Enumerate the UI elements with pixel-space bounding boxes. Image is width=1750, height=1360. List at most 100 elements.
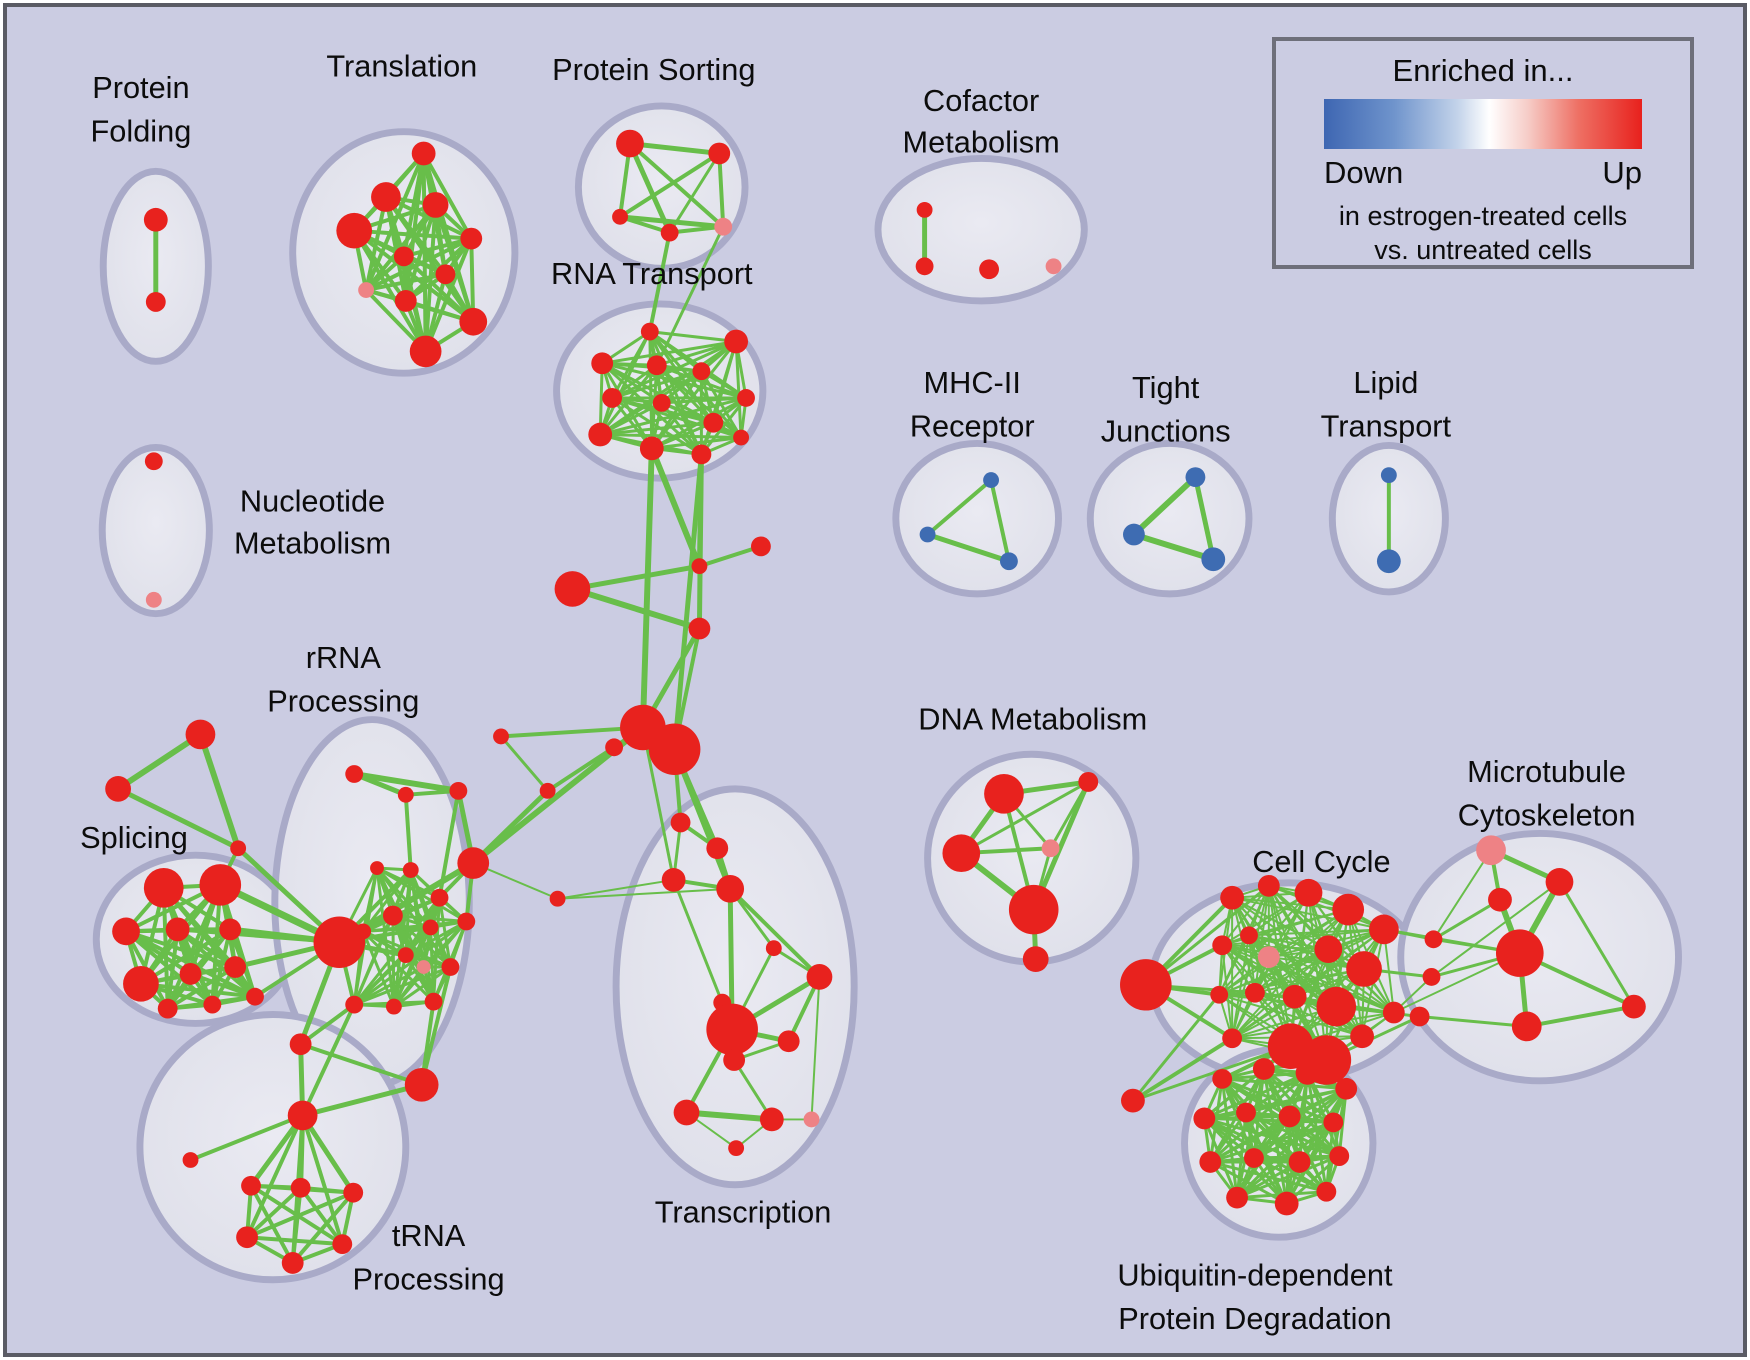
gene-set-node-red (281, 1252, 304, 1274)
gene-set-node-red (123, 966, 159, 1002)
cluster-label-transcription: Transcription (655, 1194, 832, 1229)
gene-set-node-red (1193, 1107, 1216, 1130)
gene-set-node-red (915, 257, 934, 276)
gene-set-node-red (1409, 1006, 1430, 1027)
gene-set-node-red (1488, 887, 1512, 912)
network-edge (668, 151, 721, 235)
gene-set-node-red (751, 536, 771, 557)
gene-set-node-red (1422, 968, 1441, 986)
gene-set-node-red (230, 840, 247, 857)
network-edge (401, 254, 476, 324)
network-edge (1208, 1114, 1292, 1164)
gene-set-node-red (441, 958, 460, 976)
network-edge (667, 224, 726, 235)
gene-set-node-red (336, 212, 373, 249)
gene-set-node-red (343, 1182, 364, 1203)
network-edge (1418, 1015, 1529, 1028)
gene-set-node-pink (358, 282, 375, 298)
legend-down-label: Down (1324, 155, 1404, 190)
gene-set-node-red (1236, 1102, 1256, 1123)
gene-set-node-red (723, 1049, 746, 1071)
cluster-label-rna-transport: RNA Transport (551, 256, 753, 291)
network-edge (617, 214, 726, 230)
gene-set-node-red (1621, 994, 1646, 1019)
gene-set-node-red (1244, 1148, 1264, 1168)
network-edge (352, 953, 408, 1007)
network-edge (697, 544, 763, 569)
gene-set-node-red (404, 1067, 439, 1102)
cluster-label-protein-folding: Protein (92, 70, 189, 105)
network-edge (419, 965, 453, 1087)
gene-set-node-red (1212, 1068, 1233, 1089)
gene-set-node-blue (1380, 467, 1397, 484)
gene-set-node-red (185, 719, 216, 750)
gene-set-node-red (460, 227, 483, 250)
gene-set-node-red (422, 919, 439, 936)
gene-set-node-red (660, 223, 679, 242)
gene-set-node-pink (1257, 946, 1280, 969)
network-edge (300, 1002, 357, 1118)
network-edge (300, 1113, 345, 1247)
network-edge (1524, 1004, 1636, 1029)
network-edge (556, 878, 675, 900)
network-edge (1221, 944, 1330, 951)
gene-set-node-red (1511, 1011, 1542, 1042)
network-edge (290, 1185, 303, 1265)
gene-set-node-red (733, 429, 750, 446)
figure-frame: Protein Folding Translation Protein Sorting… (3, 3, 1747, 1357)
network-edge (1130, 474, 1199, 538)
gene-set-node-red (397, 947, 414, 964)
cluster-label-microtubule-cytoskeleton: Microtubule (1467, 754, 1626, 789)
gene-set-node-red (648, 723, 701, 776)
network-edge (245, 1113, 305, 1240)
cluster-ellipse-trna-processing (136, 1011, 410, 1284)
network-edge (699, 396, 748, 456)
network-edge (1267, 884, 1385, 931)
network-edge (364, 272, 448, 293)
cluster-label-nucleotide-metabolism: Metabolism (234, 525, 391, 560)
legend-caption-line1: in estrogen-treated cells (1338, 201, 1628, 231)
gene-set-node-red (616, 129, 644, 158)
network-edge (392, 965, 452, 1009)
gene-set-node-red (203, 995, 222, 1014)
network-edge (245, 1185, 303, 1240)
network-edge (165, 927, 180, 1011)
gene-set-node-red (605, 738, 624, 757)
gene-set-node-red (1252, 1058, 1275, 1080)
cluster-label-rrna-processing: rRNA (306, 640, 382, 675)
network-edge (437, 788, 461, 900)
network-edge (499, 725, 645, 739)
gene-set-node-red (1220, 885, 1245, 910)
gene-set-node-red (105, 776, 131, 802)
network-edge (610, 396, 743, 440)
network-edge (1247, 928, 1385, 937)
gene-set-node-red (382, 905, 403, 926)
gene-set-node-red (457, 847, 490, 879)
network-edge (1432, 849, 1493, 941)
network-edge (925, 532, 1012, 564)
gene-set-node-red (765, 940, 782, 957)
gene-set-node-red (393, 246, 414, 267)
network-edge (1202, 1071, 1309, 1120)
gene-set-node-red (1212, 935, 1233, 956)
network-edge (469, 236, 476, 324)
gene-set-node-red (703, 412, 724, 433)
network-edge (648, 330, 738, 344)
network-edge (1218, 993, 1364, 1038)
gene-set-node-red (688, 617, 711, 640)
cluster-label-dna-metabolism: DNA Metabolism (918, 702, 1147, 737)
gene-set-node-red (549, 890, 566, 907)
gene-set-node-red (691, 444, 712, 465)
gene-set-node-red (179, 963, 202, 985)
gene-set-node-red (984, 774, 1024, 814)
gene-set-node-red (332, 1234, 353, 1255)
network-edge (1306, 1071, 1341, 1158)
gene-set-node-red (409, 335, 442, 368)
network-edge (1325, 908, 1350, 1062)
network-edge (569, 585, 703, 632)
gene-set-node-red (493, 728, 509, 745)
network-edge (352, 228, 428, 354)
gene-set-node-red (397, 786, 414, 803)
gene-set-node-red (724, 329, 749, 354)
